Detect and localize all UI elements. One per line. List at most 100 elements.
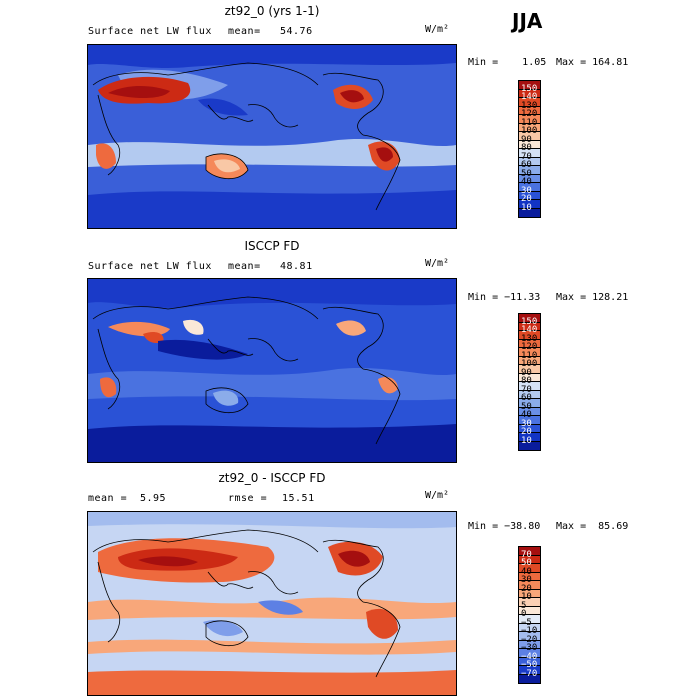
colorbar-level-label: 100: [521, 126, 538, 136]
colorbar-swatch: [519, 407, 540, 416]
colorbar-swatch: [519, 382, 540, 391]
colorbar-swatch: [519, 547, 540, 556]
colorbar-level-label: 50: [521, 401, 532, 412]
panel3-max: Max = 85.69: [556, 521, 629, 532]
panel3-mean-value: 5.95: [140, 493, 167, 504]
colorbar-swatch: [519, 441, 540, 450]
colorbar-swatch: [519, 390, 540, 399]
colorbar-level-label: 0: [521, 609, 527, 619]
colorbar-swatch: [519, 623, 540, 632]
panel2-max: Max = 128.21: [556, 292, 629, 303]
colorbar-swatch: [519, 632, 540, 641]
panel2-colorbar: [518, 313, 541, 451]
colorbar-swatch: [519, 183, 540, 192]
colorbar-swatch: [519, 314, 540, 323]
colorbar-swatch: [519, 598, 540, 607]
colorbar-level-label: 150: [521, 83, 538, 94]
colorbar-swatch: [519, 572, 540, 581]
colorbar-swatch: [519, 322, 540, 331]
panel3-colorbar: [518, 546, 541, 684]
colorbar-level-label: 50: [521, 558, 532, 568]
colorbar-swatch: [519, 157, 540, 166]
colorbar-level-label: 120: [521, 342, 538, 352]
colorbar-swatch: [519, 89, 540, 98]
colorbar-level-label: 40: [521, 410, 532, 420]
colorbar-swatch: [519, 615, 540, 624]
colorbar-level-label: 40: [521, 566, 532, 577]
colorbar-swatch: [519, 348, 540, 357]
colorbar-swatch: [519, 365, 540, 374]
panel3-map: [87, 511, 457, 696]
colorbar-level-label: 20: [521, 583, 532, 594]
colorbar-swatch: [519, 208, 540, 217]
colorbar-level-label: 70: [521, 151, 532, 162]
colorbar-swatch: [519, 149, 540, 158]
panel2-mean-label: mean=: [228, 261, 261, 272]
colorbar-level-label: 10: [521, 435, 532, 446]
colorbar-level-label: 110: [521, 350, 538, 361]
panel2-title: ISCCP FD: [244, 239, 300, 253]
colorbar-swatch: [519, 132, 540, 141]
panel3-rmse-value: 15.51: [282, 493, 315, 504]
colorbar-swatch: [519, 356, 540, 365]
colorbar-swatch: [519, 166, 540, 175]
panel2-min: Min = −11.33: [468, 292, 541, 303]
panel2-units: W/m²: [425, 258, 450, 269]
colorbar-level-label: −70: [521, 668, 538, 679]
panel1-colorbar: [518, 80, 541, 218]
colorbar-swatch: [519, 140, 540, 149]
colorbar-swatch: [519, 416, 540, 425]
colorbar-level-label: 80: [521, 376, 532, 386]
panel2-variable-label: Surface net LW flux: [88, 261, 212, 272]
panel1-mean-value: 54.76: [280, 26, 313, 37]
panel1-max: Max = 164.81: [556, 57, 629, 68]
colorbar-swatch: [519, 589, 540, 598]
panel3-title: zt92_0 - ISCCP FD: [218, 471, 326, 485]
colorbar-level-label: 10: [521, 202, 532, 213]
colorbar-swatch: [519, 606, 540, 615]
colorbar-level-label: −20: [521, 634, 538, 645]
colorbar-level-label: 140: [521, 325, 538, 335]
colorbar-swatch: [519, 555, 540, 564]
panel3-rmse-label: rmse =: [228, 493, 268, 504]
colorbar-swatch: [519, 200, 540, 209]
panel1-min: Min = 1.05: [468, 57, 547, 68]
panel3-min: Min = −38.80: [468, 521, 541, 532]
colorbar-level-label: 30: [521, 185, 532, 196]
colorbar-swatch: [519, 640, 540, 649]
panel2-mean-value: 48.81: [280, 261, 313, 272]
colorbar-level-label: 70: [521, 384, 532, 395]
panel1-map: [87, 44, 457, 229]
colorbar-level-label: 20: [521, 194, 532, 204]
colorbar-level-label: 90: [521, 134, 532, 145]
colorbar-swatch: [519, 666, 540, 675]
colorbar-level-label: 60: [521, 160, 532, 170]
panel1-mean-label: mean=: [228, 26, 261, 37]
colorbar-level-label: 20: [521, 427, 532, 437]
colorbar-level-label: 90: [521, 367, 532, 378]
colorbar-level-label: 80: [521, 143, 532, 153]
colorbar-level-label: 30: [521, 575, 532, 585]
colorbar-level-label: −50: [521, 660, 538, 670]
panel3-units: W/m²: [425, 490, 450, 501]
colorbar-swatch: [519, 123, 540, 132]
colorbar-level-label: −10: [521, 626, 538, 636]
colorbar-swatch: [519, 649, 540, 658]
colorbar-level-label: 130: [521, 100, 538, 111]
colorbar-swatch: [519, 331, 540, 340]
panel1-title: zt92_0 (yrs 1-1): [224, 4, 320, 18]
colorbar-level-label: 100: [521, 359, 538, 369]
colorbar-level-label: 70: [521, 549, 532, 560]
colorbar-swatch: [519, 81, 540, 90]
season-label: JJA: [512, 9, 543, 33]
panel3-mean-label: mean =: [88, 493, 128, 504]
colorbar-level-label: 5: [521, 600, 527, 611]
colorbar-swatch: [519, 115, 540, 124]
panel1-units: W/m²: [425, 24, 450, 35]
colorbar-swatch: [519, 191, 540, 200]
panel1-variable-label: Surface net LW flux: [88, 26, 212, 37]
colorbar-swatch: [519, 433, 540, 442]
colorbar-swatch: [519, 98, 540, 107]
colorbar-swatch: [519, 339, 540, 348]
colorbar-level-label: −40: [521, 651, 538, 662]
